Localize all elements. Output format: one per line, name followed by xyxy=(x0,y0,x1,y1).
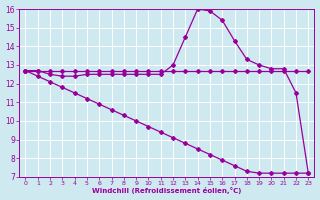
X-axis label: Windchill (Refroidissement éolien,°C): Windchill (Refroidissement éolien,°C) xyxy=(92,187,242,194)
